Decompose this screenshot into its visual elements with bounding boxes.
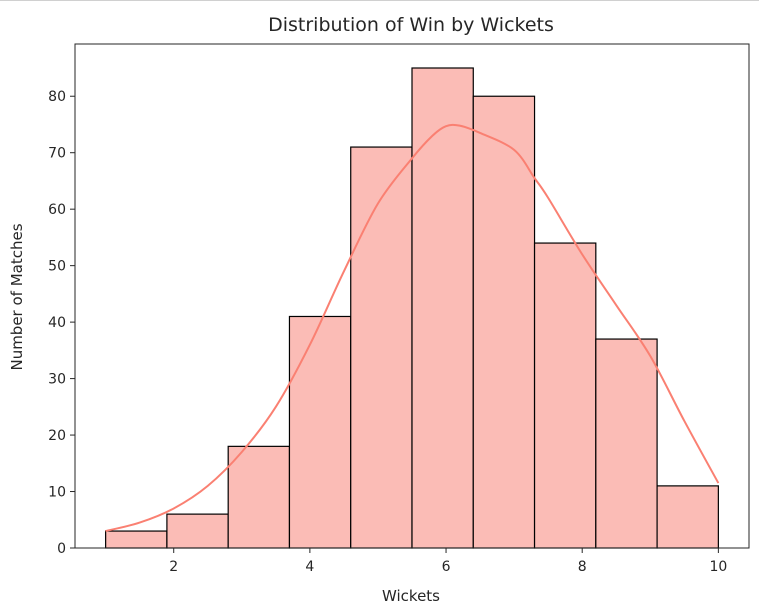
histogram-bar-9	[595, 338, 658, 549]
y-tick-label: 0	[57, 541, 66, 557]
histogram-bar-10	[656, 485, 719, 549]
histogram-bar-5	[350, 146, 413, 549]
y-tick-label: 80	[48, 89, 66, 105]
chart-title: Distribution of Win by Wickets	[268, 14, 554, 36]
x-tick-label: 4	[305, 559, 314, 575]
y-tick-label: 60	[48, 202, 66, 218]
x-tick-label: 10	[709, 559, 727, 575]
x-tick-label: 2	[169, 559, 178, 575]
y-tick-label: 50	[48, 259, 66, 275]
y-ticks: 0 10 20 30 40 50 60 70 80	[48, 89, 75, 557]
histogram-bar-4	[288, 315, 352, 549]
histogram-bars	[105, 67, 719, 549]
y-tick-label: 30	[48, 372, 66, 388]
y-tick-label: 70	[48, 146, 66, 162]
histogram-bar-6	[411, 67, 474, 549]
x-tick-label: 8	[578, 559, 587, 575]
top-divider	[0, 0, 759, 1]
histogram-bar-2	[166, 513, 229, 549]
kde-curve-group	[105, 123, 720, 533]
y-axis-label: Number of Matches	[8, 223, 26, 370]
histogram-bar-8	[533, 242, 597, 549]
histogram-bar-1	[105, 530, 168, 549]
y-tick-label: 10	[48, 485, 66, 501]
histogram-bar-3	[227, 445, 291, 549]
x-axis-label: Wickets	[382, 587, 440, 605]
kde-line	[105, 123, 720, 533]
x-ticks: 2 4 6 8 10	[169, 548, 727, 575]
axes-frame	[74, 43, 750, 549]
y-tick-label: 40	[48, 315, 66, 331]
axes	[74, 43, 750, 549]
y-tick-label: 20	[48, 428, 66, 444]
x-tick-label: 6	[442, 559, 451, 575]
